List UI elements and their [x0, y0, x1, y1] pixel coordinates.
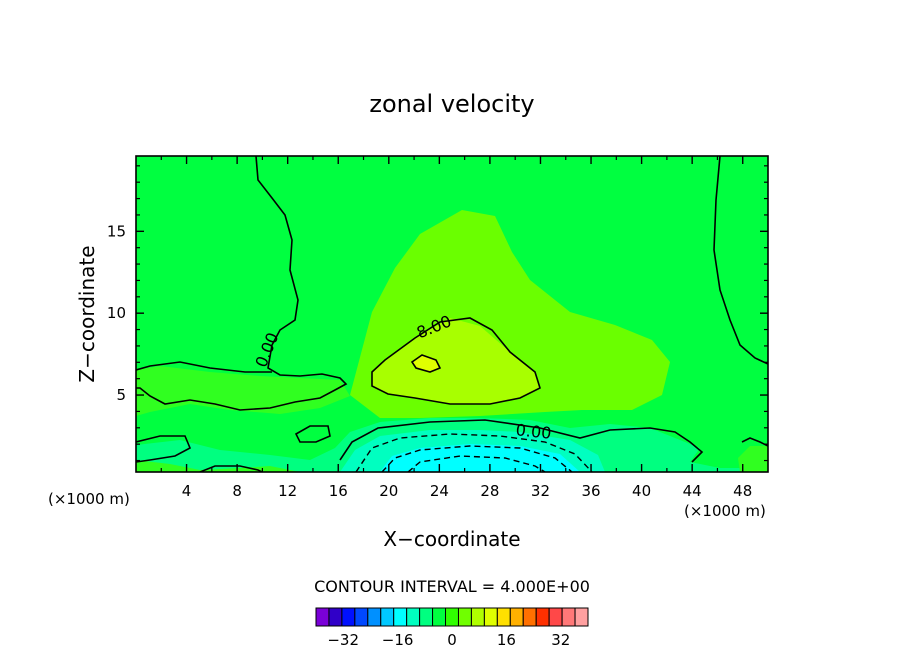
x-tick-label: 20: [379, 482, 398, 500]
field-right-bottom-patch: [738, 446, 768, 472]
x-unit-right: (×1000 m): [684, 502, 766, 520]
contour-line-right-edge: [713, 156, 768, 365]
contour-line-bottom-left: [136, 435, 192, 463]
colorbar-swatch: [522, 607, 537, 627]
x-tick-label: 12: [278, 482, 297, 500]
x-tick-label: 28: [480, 482, 499, 500]
colorbar-swatch: [341, 607, 356, 627]
contour-line-neg-3: [407, 455, 546, 472]
x-tick-label: 24: [430, 482, 449, 500]
colorbar-swatch: [483, 607, 498, 627]
contour-line-neg-2: [381, 445, 573, 472]
colorbar-swatch: [574, 607, 589, 627]
field-bottom-left-band: [136, 460, 300, 472]
colorbar-swatch: [380, 607, 395, 627]
colorbar-swatch: [419, 607, 434, 627]
x-tick-label: 8: [232, 482, 242, 500]
colorbar-swatch: [393, 607, 408, 627]
contour-line-bottom-left-2: [199, 465, 263, 472]
y-tick-label: 10: [107, 304, 126, 322]
x-tick-label: 36: [581, 482, 600, 500]
colorbar-swatch: [354, 607, 369, 627]
x-tick-label: 4: [182, 482, 192, 500]
y-tick-label: 15: [107, 222, 126, 240]
colorbar-tick-label: 0: [447, 631, 457, 649]
colorbar-swatch: [328, 607, 343, 627]
x-tick-label: 16: [329, 482, 348, 500]
colorbar: −32 −16 0 16 32: [315, 607, 589, 649]
x-tick-label: 44: [683, 482, 702, 500]
contour-line-zero-lower: [339, 419, 704, 463]
chart-title: zonal velocity: [369, 90, 534, 118]
y-axis-label: Z−coordinate: [75, 245, 99, 382]
contour-line-small-left: [294, 425, 331, 443]
contour-line-neg-1: [355, 433, 593, 472]
y-tick-label: 5: [116, 386, 126, 404]
colorbar-swatch: [535, 607, 550, 627]
colorbar-swatch: [367, 607, 382, 627]
plot-frame: [135, 155, 769, 473]
contour-line-core-max: [410, 354, 442, 373]
colorbar-tick-label: 16: [497, 631, 516, 649]
colorbar-tick-label: −16: [382, 631, 414, 649]
field-left-band: [136, 366, 350, 416]
colorbar-tick-label: −32: [327, 631, 359, 649]
contour-label-lower: 0.00: [515, 420, 552, 443]
colorbar-swatch: [432, 607, 447, 627]
contour-line-left-top: [136, 361, 272, 373]
contour-lines: [136, 156, 768, 472]
contour-line-left-upper: [136, 156, 348, 411]
colorbar-swatch: [457, 607, 472, 627]
colorbar-swatch: [548, 607, 563, 627]
colorbar-tick-label: 32: [551, 631, 570, 649]
contour-line-core-8: [371, 317, 541, 405]
x-tick-label: 40: [632, 482, 651, 500]
x-tick-label: 32: [531, 482, 550, 500]
contour-interval-text: CONTOUR INTERVAL = 4.000E+00: [314, 577, 590, 596]
colorbar-swatch: [406, 607, 421, 627]
colorbar-swatch: [445, 607, 459, 627]
negative-contour-lines: [355, 433, 593, 472]
x-unit-left: (×1000 m): [48, 490, 130, 508]
x-axis-label: X−coordinate: [383, 527, 520, 551]
colorbar-swatch: [496, 607, 511, 627]
colorbar-swatch: [509, 607, 524, 627]
colorbar-swatch: [315, 607, 330, 627]
colorbar-swatch: [470, 607, 485, 627]
contour-field: [136, 156, 768, 472]
colorbar-swatch: [561, 607, 576, 627]
x-tick-label: 48: [733, 482, 752, 500]
